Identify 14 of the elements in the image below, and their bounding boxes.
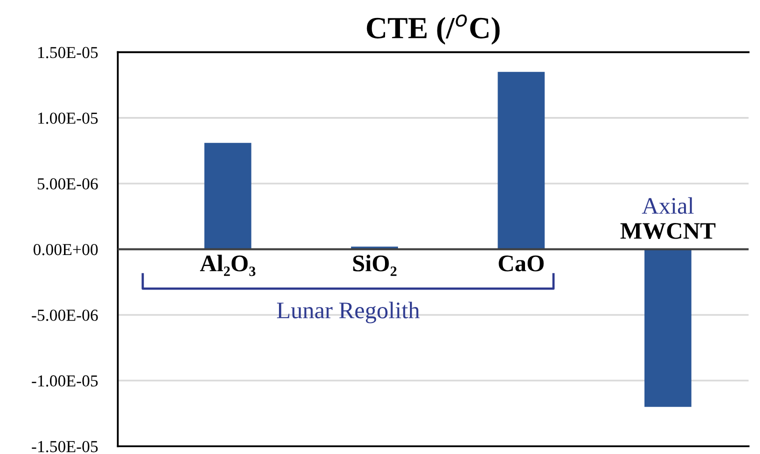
chart-title: CTE (/$^{o}$C) <box>366 14 500 45</box>
x-tick-label: Al₂O₃ <box>200 254 256 276</box>
y-tick-label: 1.50E-05 <box>38 46 98 58</box>
x-tick-label: CaO <box>498 256 544 272</box>
y-tick-label: -1.00E-05 <box>32 375 98 387</box>
y-tick-label: 0.00E+00 <box>34 244 98 256</box>
x-tick-label: SiO₂ <box>353 254 396 276</box>
x-tick-label: MWCNT <box>620 223 716 240</box>
y-tick-label: 5.00E-06 <box>38 178 98 190</box>
y-tick-label: -5.00E-06 <box>32 310 98 321</box>
annotation: Axial <box>642 197 694 214</box>
y-tick-label: 1.00E-05 <box>38 112 98 124</box>
y-tick-label: -1.50E-05 <box>32 440 98 452</box>
annotation: Lunar Regolith <box>276 302 420 324</box>
